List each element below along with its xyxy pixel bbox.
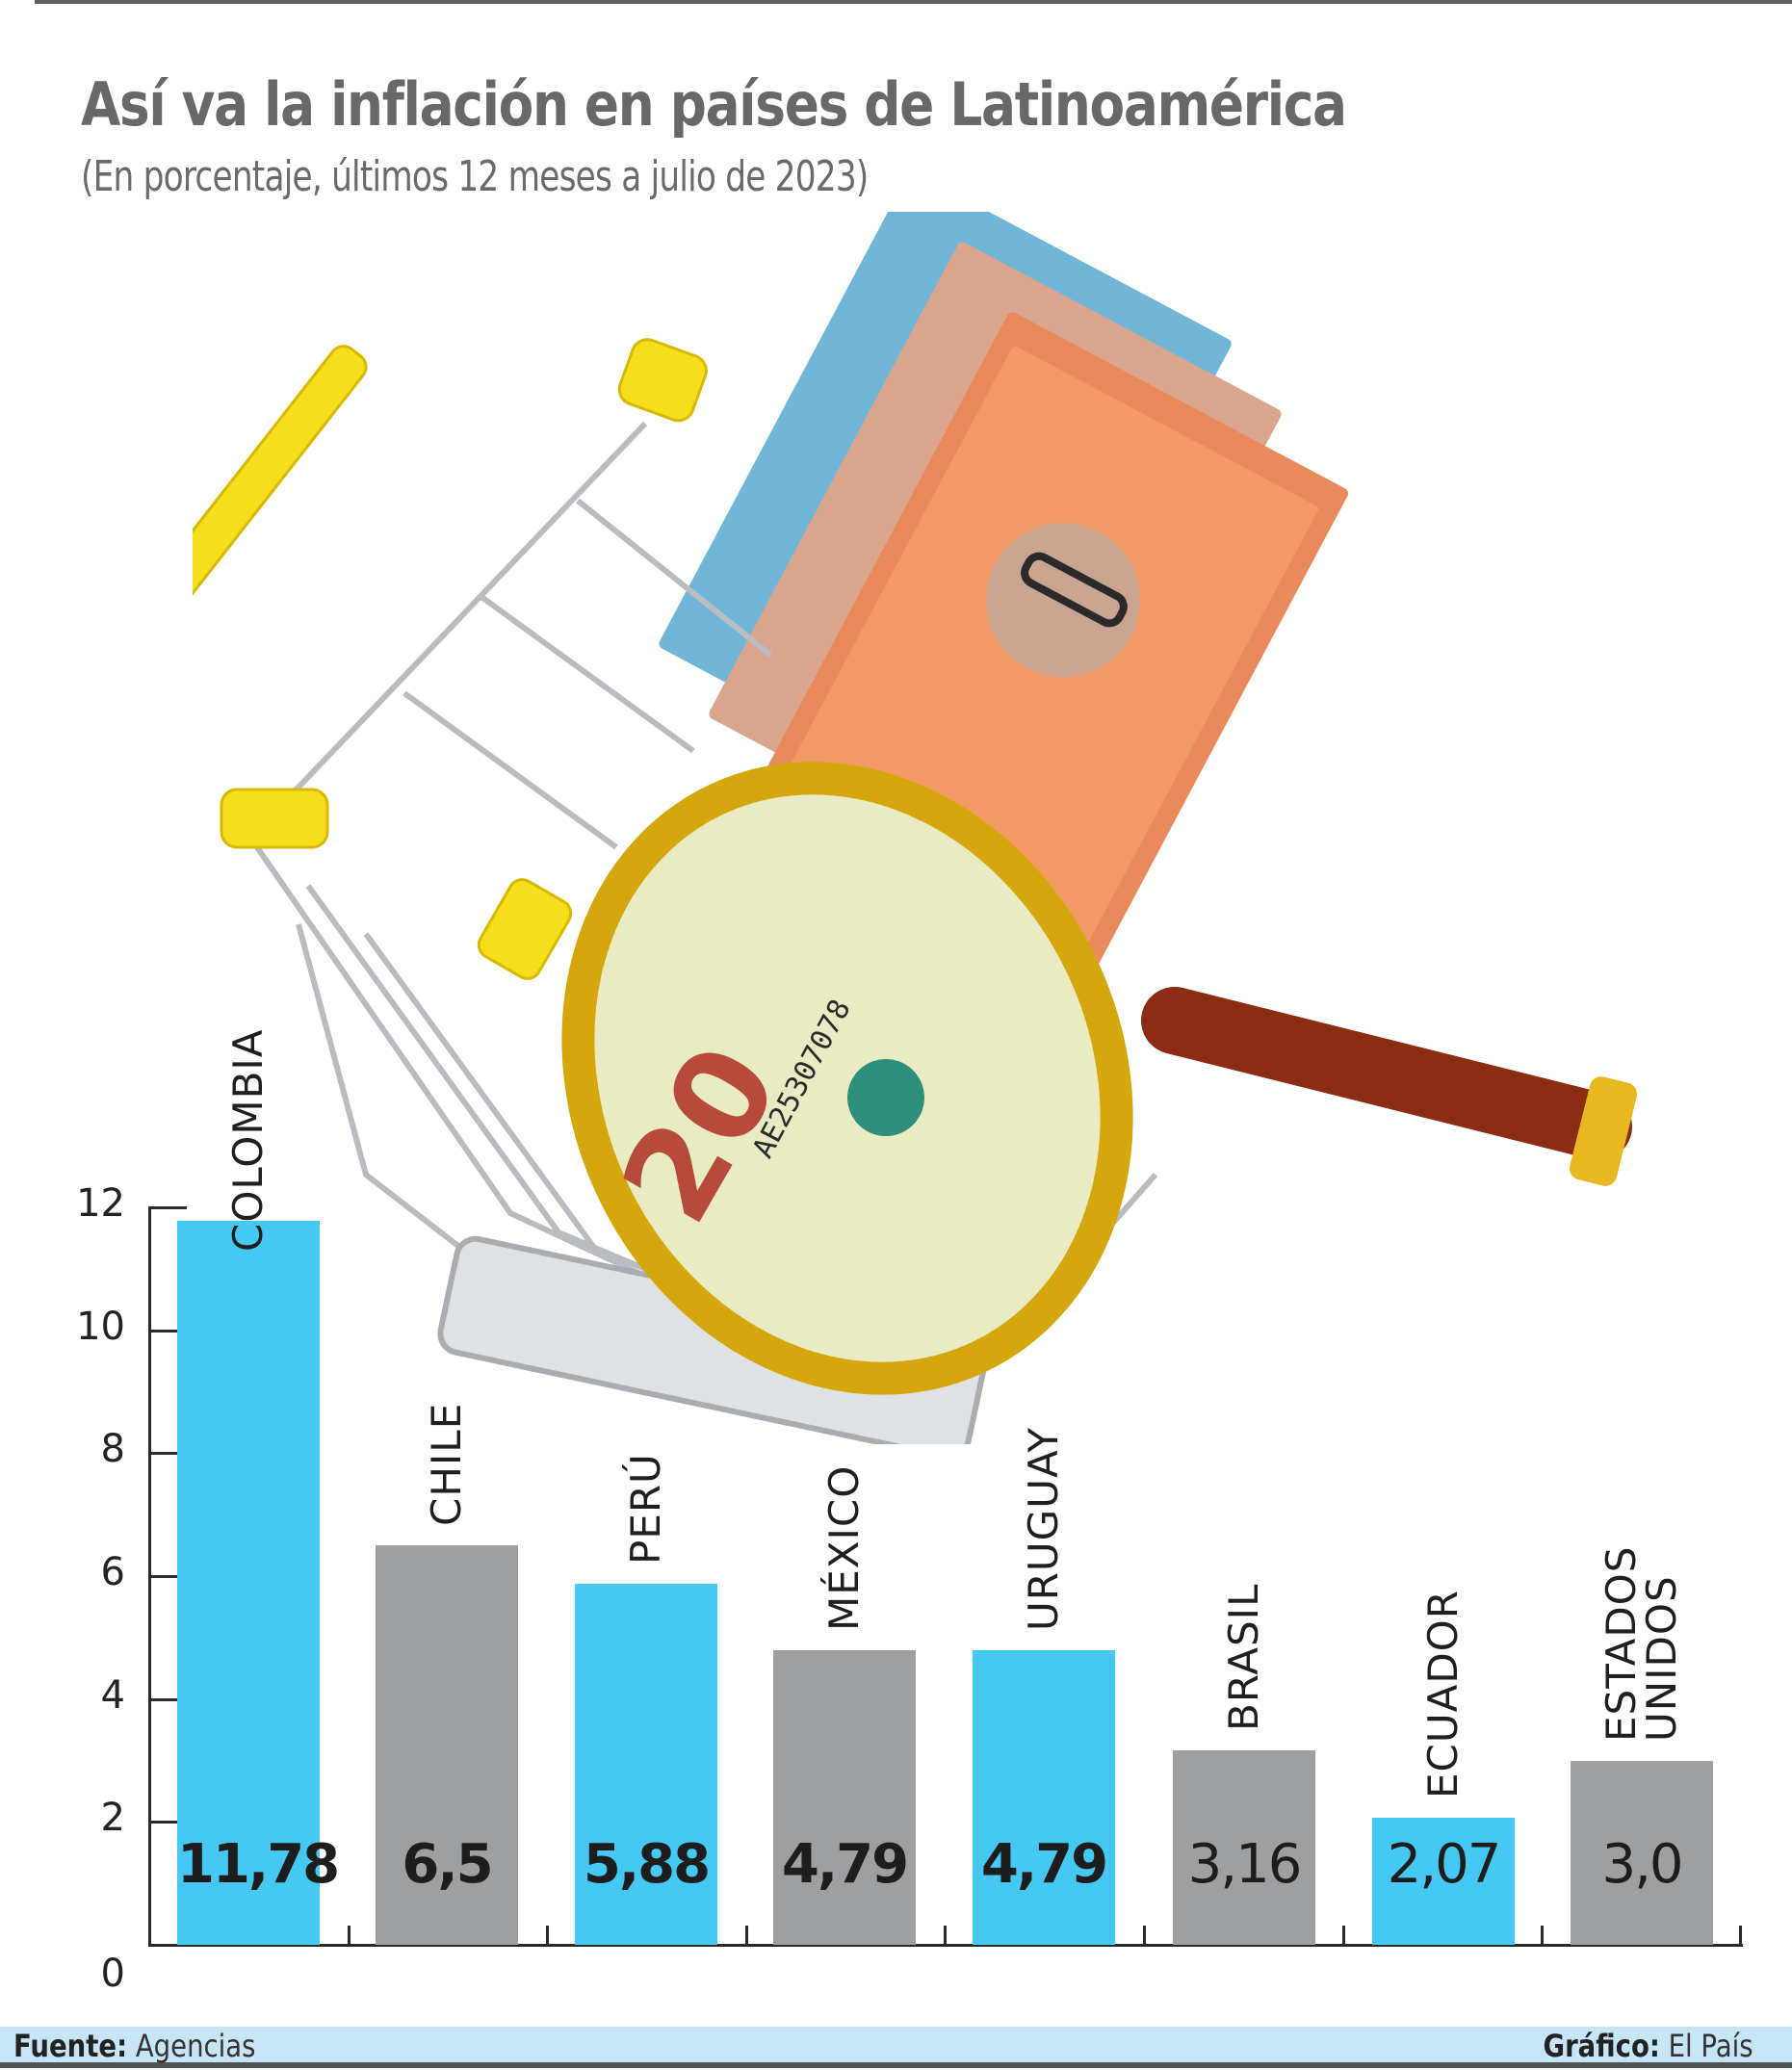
y-tick xyxy=(148,1329,180,1333)
category-label-line: BRASIL xyxy=(1220,1583,1267,1732)
x-tick xyxy=(1342,1926,1345,1945)
y-tick xyxy=(148,1206,187,1209)
bar-brasil: 3,16 xyxy=(1173,1750,1315,1945)
y-tick xyxy=(148,1821,180,1824)
top-rule xyxy=(35,0,1792,4)
category-label: BRASIL xyxy=(1220,1583,1267,1732)
bar-chart: 0 2 4 6 8 10 12 11,78 COLOMBIA 6,5 CHILE 5,88 PERÚ 4… xyxy=(0,1028,1792,2022)
bar-colombia: 11,78 xyxy=(177,1221,340,1945)
x-tick xyxy=(1541,1926,1544,1945)
category-label: MÉXICO xyxy=(820,1464,868,1632)
banknotes-image: AE25307078 xyxy=(659,212,1349,983)
bar-ecuador: 2,07 xyxy=(1372,1817,1515,1945)
x-tick xyxy=(944,1926,947,1945)
y-tick-label: 4 xyxy=(100,1672,125,1718)
y-tick-label: 2 xyxy=(100,1796,125,1841)
bar-chile: 6,5 xyxy=(376,1545,518,1945)
y-tick xyxy=(148,1575,180,1578)
bar-value-label: 3,16 xyxy=(1187,1832,1303,1896)
x-tick xyxy=(1143,1926,1146,1945)
category-label: COLOMBIA xyxy=(224,1028,272,1252)
category-label: CHILE xyxy=(423,1402,470,1527)
bar-value-label: 3,0 xyxy=(1601,1833,1683,1896)
category-label-line: MÉXICO xyxy=(820,1464,868,1632)
source-label: Fuente: xyxy=(13,2028,128,2064)
category-label: ECUADOR xyxy=(1419,1589,1467,1798)
bar-value-label: 11,78 xyxy=(177,1832,340,1896)
bar-uruguay: 4,79 xyxy=(973,1650,1115,1945)
category-label-line: URUGUAY xyxy=(1020,1427,1067,1632)
footer-rule xyxy=(0,2062,1792,2068)
category-label-line: PERÚ xyxy=(622,1452,669,1565)
footer-bar xyxy=(0,2027,1792,2062)
x-tick xyxy=(745,1926,748,1945)
bar-estados-unidos: 3,0 xyxy=(1571,1760,1713,1945)
svg-text:AE25307078: AE25307078 xyxy=(839,763,1031,889)
y-tick-label: 8 xyxy=(100,1427,125,1472)
chart-subtitle: (En porcentaje, últimos 12 meses a julio… xyxy=(81,152,869,201)
y-tick-label: 10 xyxy=(76,1304,125,1349)
credit-label: Gráfico: xyxy=(1543,2028,1661,2064)
chart-title: Así va la inflación en países de Latinoa… xyxy=(81,69,1347,140)
source-credit: Fuente: Agencias xyxy=(13,2028,255,2064)
bar-value-label: 2,07 xyxy=(1387,1832,1502,1896)
x-tick xyxy=(348,1926,351,1945)
y-tick-label: 12 xyxy=(76,1181,125,1226)
cart-handle xyxy=(193,338,708,980)
category-label-line: ECUADOR xyxy=(1419,1589,1467,1798)
category-label-line: ESTADOS xyxy=(1597,1545,1645,1742)
bar-value-label: 5,88 xyxy=(583,1832,711,1896)
bar-perú: 5,88 xyxy=(575,1583,717,1945)
svg-text:AE25307078: AE25307078 xyxy=(746,995,858,1164)
graphic-credit: Gráfico: El País xyxy=(1544,2028,1753,2064)
bar-value-label: 4,79 xyxy=(781,1832,909,1896)
category-label: PERÚ xyxy=(622,1452,669,1565)
bar-value-label: 4,79 xyxy=(980,1832,1108,1896)
x-tick xyxy=(1739,1926,1742,1945)
source-value: Agencias xyxy=(135,2028,256,2064)
x-tick xyxy=(546,1926,549,1945)
y-tick xyxy=(148,1697,180,1701)
credit-value: El País xyxy=(1669,2028,1753,2064)
category-label: URUGUAY xyxy=(1020,1427,1067,1632)
bar-value-label: 6,5 xyxy=(402,1832,493,1896)
category-label-line: UNIDOS xyxy=(1638,1574,1685,1742)
y-tick xyxy=(148,1452,180,1456)
category-label-line: COLOMBIA xyxy=(224,1028,272,1252)
category-label: ESTADOS UNIDOS xyxy=(1597,1545,1685,1742)
category-label-line: CHILE xyxy=(423,1402,470,1527)
bar-méxico: 4,79 xyxy=(773,1650,916,1945)
y-tick-label: 6 xyxy=(100,1550,125,1594)
x-axis xyxy=(148,1944,1743,1947)
y-tick-label: 0 xyxy=(100,1952,125,1996)
